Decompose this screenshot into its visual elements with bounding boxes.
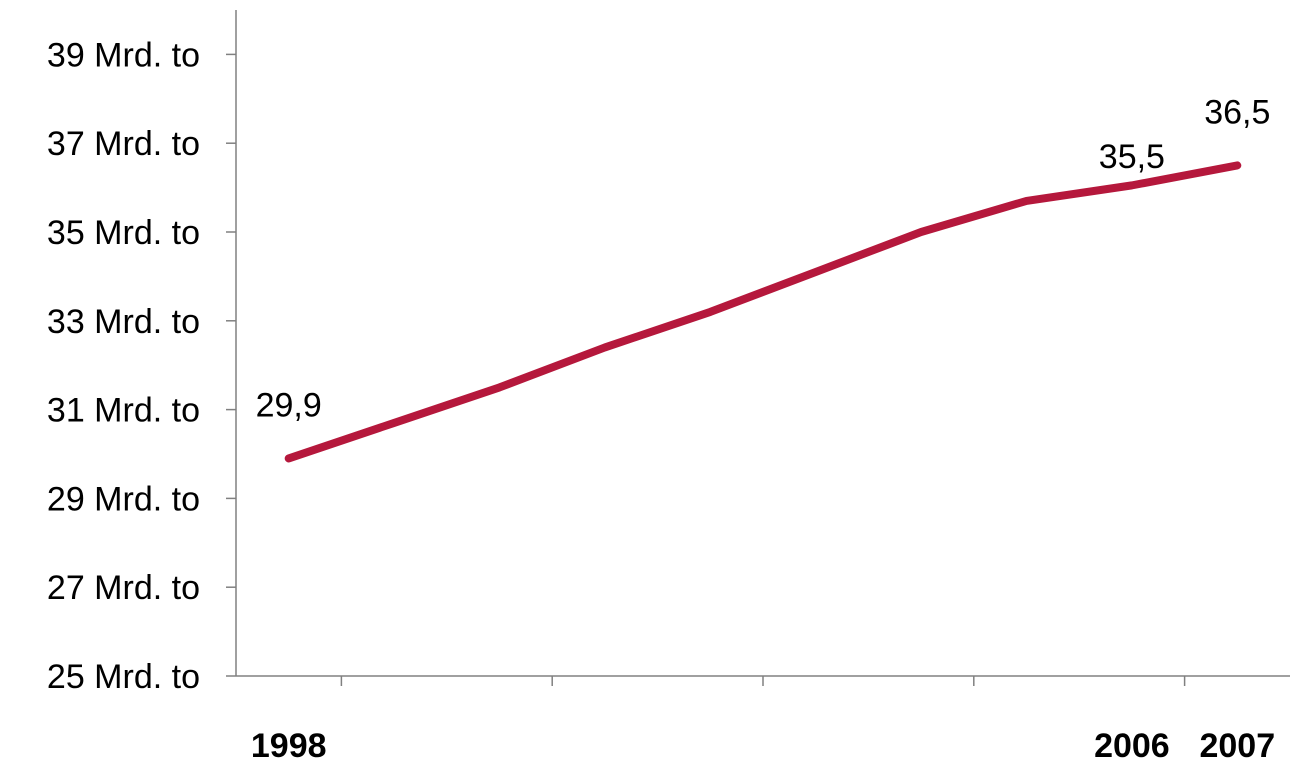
data-label: 35,5 bbox=[1099, 138, 1165, 176]
y-tick-label: 27 Mrd. to bbox=[47, 569, 200, 607]
x-tick-label: 2007 bbox=[1199, 727, 1275, 761]
y-tick-label: 39 Mrd. to bbox=[47, 36, 200, 74]
data-label: 29,9 bbox=[256, 386, 322, 424]
data-label: 36,5 bbox=[1204, 93, 1270, 131]
x-axis: 1998 2006 2007 bbox=[236, 675, 1290, 765]
y-axis: 25 Mrd. to 27 Mrd. to 29 Mrd. to 31 Mrd. to… bbox=[47, 10, 237, 696]
y-tick-label: 35 Mrd. to bbox=[47, 214, 200, 252]
data-labels: 29,9 35,5 36,5 bbox=[256, 93, 1271, 424]
y-tick-label: 29 Mrd. to bbox=[47, 480, 200, 518]
x-tick-label: 2006 bbox=[1094, 727, 1170, 761]
y-tick-label: 33 Mrd. to bbox=[47, 303, 200, 341]
series-layer bbox=[284, 161, 1242, 463]
y-tick-label: 25 Mrd. to bbox=[47, 658, 200, 696]
y-tick-label: 37 Mrd. to bbox=[47, 125, 200, 163]
series-line bbox=[284, 161, 1242, 463]
x-tick-label: 1998 bbox=[251, 727, 327, 761]
y-tick-label: 31 Mrd. to bbox=[47, 392, 200, 430]
